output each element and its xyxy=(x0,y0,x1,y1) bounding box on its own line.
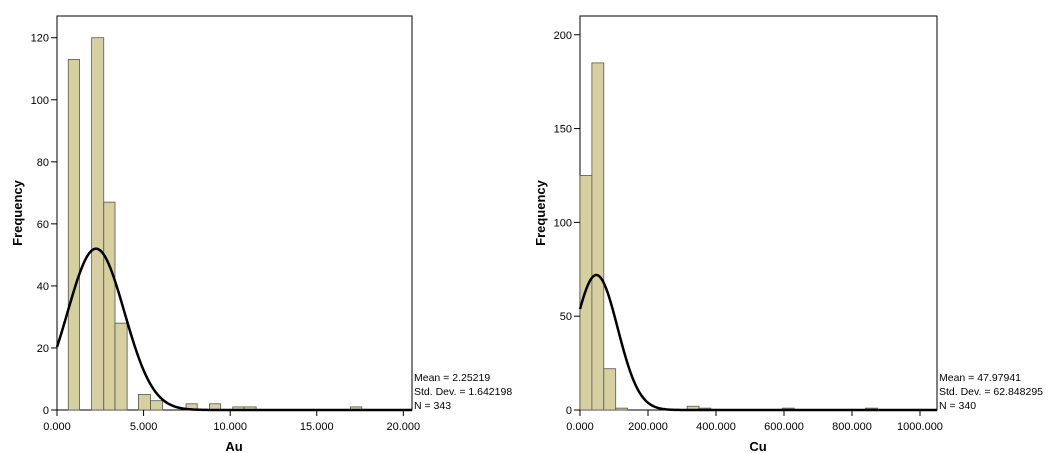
cu-sd-text: Std. Dev. = 62.848295 xyxy=(939,386,1043,398)
au-x-tick-label-2: 10.000 xyxy=(213,421,247,433)
cu-y-tick-label-0: 0 xyxy=(566,405,572,417)
au-x-tick-label-4: 20.000 xyxy=(387,421,421,433)
cu-x-ticks: 0.000 200.000 400.000 600.000 800.000 1000.00… xyxy=(566,410,943,433)
au-bar-0 xyxy=(67,59,80,411)
au-y-tick-label-2: 40 xyxy=(37,281,49,293)
au-bar-2 xyxy=(103,201,116,411)
au-y-tick-label-6: 120 xyxy=(31,33,49,45)
au-bar-3 xyxy=(114,322,128,411)
au-bars xyxy=(67,37,363,411)
au-n-text: N = 343 xyxy=(414,400,451,412)
cu-x-tick-label-4: 800.000 xyxy=(832,421,872,433)
cu-x-tick-label-5: 1000.000 xyxy=(897,421,943,433)
au-bar-4 xyxy=(137,394,151,411)
au-bar-1 xyxy=(91,37,105,411)
cu-plot-frame xyxy=(579,15,938,411)
au-y-ticks: 0 20 40 60 80 100 120 xyxy=(31,33,57,417)
au-x-axis-label: Au xyxy=(225,439,242,453)
au-y-axis-label: Frequency xyxy=(10,179,25,246)
cu-y-ticks: 0 50 100 150 200 xyxy=(554,30,580,417)
cu-y-tick-label-3: 150 xyxy=(554,124,572,136)
au-y-tick-label-1: 20 xyxy=(37,343,49,355)
cu-x-axis-label: Cu xyxy=(749,439,766,453)
au-normal-curve xyxy=(55,247,412,412)
au-x-tick-label-0: 0.000 xyxy=(43,421,71,433)
cu-y-axis-label: Frequency xyxy=(533,179,548,246)
au-histogram: 0.000 5.000 10.000 15.000 20.000 0 20 40 60 80 10… xyxy=(10,15,512,453)
cu-n-text: N = 340 xyxy=(939,400,976,412)
cu-x-tick-label-2: 400.000 xyxy=(696,421,736,433)
au-x-tick-label-3: 15.000 xyxy=(300,421,334,433)
cu-bar-3 xyxy=(615,407,629,411)
cu-mean-text: Mean = 47.97941 xyxy=(939,372,1021,384)
au-mean-text: Mean = 2.25219 xyxy=(414,372,490,384)
au-y-tick-label-5: 100 xyxy=(31,95,49,107)
cu-y-tick-label-1: 50 xyxy=(560,311,572,323)
cu-x-tick-label-0: 0.000 xyxy=(566,421,594,433)
cu-bar-1 xyxy=(591,62,605,411)
au-y-tick-label-3: 60 xyxy=(37,219,49,231)
cu-histogram: 0.000 200.000 400.000 600.000 800.000 1000.00… xyxy=(533,15,1043,453)
au-y-tick-label-4: 80 xyxy=(37,157,49,169)
cu-y-tick-label-2: 100 xyxy=(554,217,572,229)
cu-normal-curve xyxy=(578,273,937,412)
au-sd-text: Std. Dev. = 1.642198 xyxy=(414,386,512,398)
cu-y-tick-label-4: 200 xyxy=(554,30,572,42)
au-x-ticks: 0.000 5.000 10.000 15.000 20.000 xyxy=(43,410,420,433)
au-y-tick-label-0: 0 xyxy=(43,405,49,417)
cu-bar-2 xyxy=(603,368,617,411)
cu-x-tick-label-3: 600.000 xyxy=(764,421,804,433)
cu-x-tick-label-1: 200.000 xyxy=(628,421,668,433)
au-bar-5 xyxy=(150,400,164,411)
au-x-tick-label-1: 5.000 xyxy=(130,421,158,433)
